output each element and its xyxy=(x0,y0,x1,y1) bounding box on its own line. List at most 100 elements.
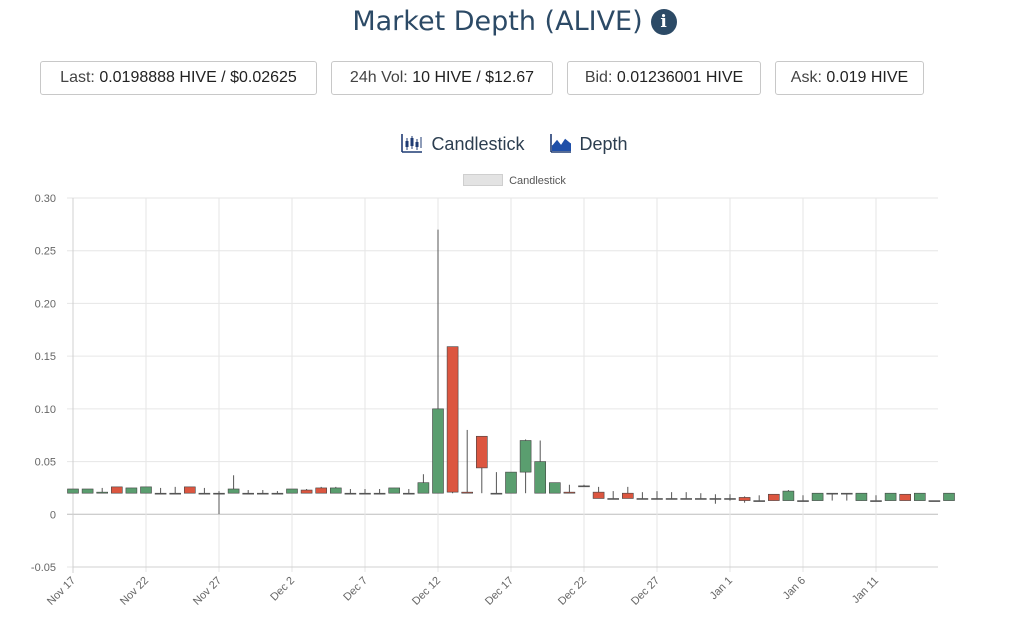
x-tick-label: Nov 27 xyxy=(191,575,224,608)
ask-key: Ask: xyxy=(790,69,822,86)
candle[interactable] xyxy=(490,472,503,495)
candle[interactable] xyxy=(855,492,868,501)
candle-body xyxy=(169,492,181,495)
candle[interactable] xyxy=(417,474,430,494)
candle-body xyxy=(680,498,693,500)
candle[interactable] xyxy=(563,484,576,494)
candle[interactable] xyxy=(184,486,196,494)
candle-body xyxy=(607,498,620,500)
candle-body xyxy=(67,488,79,494)
candle[interactable] xyxy=(169,486,181,495)
candle[interactable] xyxy=(826,492,839,501)
candle[interactable] xyxy=(359,488,371,495)
candle[interactable] xyxy=(256,490,269,495)
candle[interactable] xyxy=(432,229,444,494)
candle-body xyxy=(329,487,342,494)
candle[interactable] xyxy=(636,492,649,500)
candle[interactable] xyxy=(943,492,955,501)
candle[interactable] xyxy=(213,491,225,515)
bid-key: Bid: xyxy=(584,69,613,86)
x-tick-label: Nov 17 xyxy=(45,575,78,608)
candle-body xyxy=(694,498,707,500)
candle[interactable] xyxy=(67,488,79,494)
tab-candlestick[interactable]: Candlestick xyxy=(401,133,524,155)
candle[interactable] xyxy=(388,487,401,494)
candle[interactable] xyxy=(111,486,123,494)
candle[interactable] xyxy=(286,488,298,494)
candle-body xyxy=(286,488,298,494)
candle[interactable] xyxy=(446,346,459,494)
candle[interactable] xyxy=(154,487,167,495)
candle-body xyxy=(943,492,955,501)
y-tick-label: 0.30 xyxy=(35,193,56,205)
candle-body xyxy=(417,482,430,494)
candle[interactable] xyxy=(140,486,152,494)
candle[interactable] xyxy=(811,492,824,501)
candle[interactable] xyxy=(840,492,853,501)
candle[interactable] xyxy=(548,482,561,494)
candle[interactable] xyxy=(621,486,634,499)
candle[interactable] xyxy=(534,440,547,494)
candle[interactable] xyxy=(709,494,722,504)
info-circle-icon[interactable]: i xyxy=(650,8,677,35)
volume-value: 10 HIVE / $12.67 xyxy=(412,69,535,86)
tab-depth[interactable]: Depth xyxy=(549,133,628,155)
candle[interactable] xyxy=(928,500,941,502)
candle[interactable] xyxy=(913,492,926,501)
bid-stat[interactable]: Bid: 0.01236001 HIVE xyxy=(567,61,761,95)
candle-body xyxy=(490,492,503,495)
candle[interactable] xyxy=(227,475,240,494)
candle[interactable] xyxy=(665,492,678,500)
candle[interactable] xyxy=(651,491,663,500)
ask-stat[interactable]: Ask: 0.019 HIVE xyxy=(775,61,924,95)
candle-body xyxy=(81,488,94,494)
candle[interactable] xyxy=(753,495,766,502)
candle[interactable] xyxy=(899,493,912,501)
candle[interactable] xyxy=(694,493,707,500)
candle[interactable] xyxy=(738,496,751,503)
candle[interactable] xyxy=(797,495,809,502)
candle[interactable] xyxy=(724,494,736,501)
candle[interactable] xyxy=(870,495,882,502)
candle[interactable] xyxy=(680,492,693,500)
candle-body xyxy=(709,498,722,500)
chart-legend[interactable]: Candlestick xyxy=(0,174,1029,187)
candle[interactable] xyxy=(96,487,108,494)
candle[interactable] xyxy=(505,471,517,494)
candle[interactable] xyxy=(519,439,532,494)
candle[interactable] xyxy=(884,492,897,501)
candle[interactable] xyxy=(782,490,795,501)
candle[interactable] xyxy=(592,486,605,499)
candle[interactable] xyxy=(578,484,590,488)
candle-body xyxy=(753,500,766,502)
candle-body xyxy=(534,461,547,494)
candle-body xyxy=(563,491,576,494)
candle[interactable] xyxy=(607,491,620,500)
x-tick-label: Dec 2 xyxy=(268,575,297,604)
candle[interactable] xyxy=(475,435,488,494)
tab-candlestick-label: Candlestick xyxy=(431,134,525,154)
candle[interactable] xyxy=(271,491,284,495)
y-tick-label: 0.15 xyxy=(35,351,56,363)
ask-value: 0.019 HIVE xyxy=(826,69,909,86)
candle[interactable] xyxy=(125,487,138,494)
x-tick-label: Jan 6 xyxy=(781,575,809,603)
last-price-stat[interactable]: Last: 0.0198888 HIVE / $0.02625 xyxy=(40,61,317,95)
candle[interactable] xyxy=(242,490,254,495)
candle-body xyxy=(592,491,605,499)
candle[interactable] xyxy=(329,486,342,494)
candle[interactable] xyxy=(300,488,313,494)
x-tick-label: Jan 1 xyxy=(708,575,736,603)
candle[interactable] xyxy=(461,429,474,494)
candle-body xyxy=(125,487,138,494)
candle[interactable] xyxy=(198,487,211,495)
volume-stat[interactable]: 24h Vol: 10 HIVE / $12.67 xyxy=(331,61,553,95)
candle-body xyxy=(111,486,123,494)
candle[interactable] xyxy=(373,488,386,495)
candle[interactable] xyxy=(767,493,780,501)
candle[interactable] xyxy=(315,486,328,494)
candle-body xyxy=(373,492,386,495)
candle[interactable] xyxy=(81,488,94,494)
candle[interactable] xyxy=(344,488,357,495)
candle[interactable] xyxy=(402,488,415,495)
